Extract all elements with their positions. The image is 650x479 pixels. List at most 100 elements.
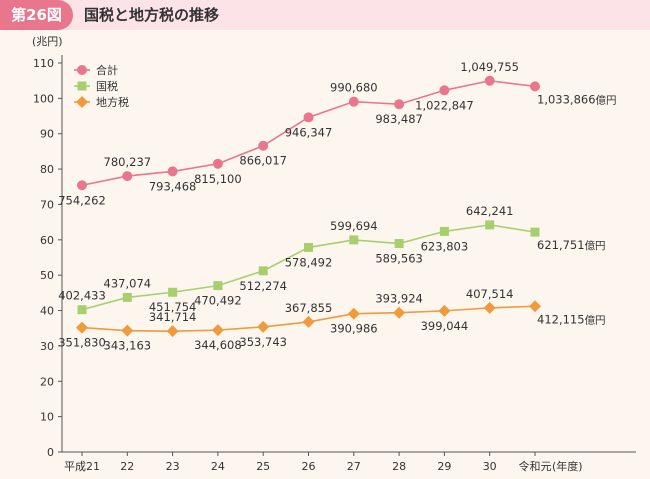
y-tick-label: 20 [40, 375, 54, 388]
legend-label-national-tax: 国税 [96, 79, 118, 93]
data-point-national-tax [304, 242, 313, 252]
data-point-national-tax [213, 281, 223, 291]
data-point-total [212, 158, 223, 169]
data-point-local-tax [302, 315, 315, 328]
x-tick-label: 24 [211, 460, 225, 473]
data-label-local-tax: 353,743 [239, 335, 287, 349]
data-label-local-tax: 390,986 [330, 322, 378, 336]
data-label-total: 1,049,755 [460, 60, 519, 74]
x-tick-label: 27 [347, 460, 361, 473]
figure-title: 国税と地方税の推移 [84, 6, 220, 24]
data-label-local-tax: 399,044 [421, 319, 469, 333]
x-tick-label: 29 [437, 460, 451, 473]
figure-header: 第26図 国税と地方税の推移 [0, 0, 650, 30]
data-label-national-tax: 451,754 [149, 300, 197, 314]
legend-label-total: 合計 [96, 63, 118, 77]
y-tick-label: 60 [40, 234, 54, 247]
data-label-total: 793,468 [149, 179, 197, 193]
data-label-total: 815,100 [194, 172, 242, 186]
y-tick-label: 90 [40, 128, 54, 141]
data-point-total [122, 171, 133, 182]
x-axis-unit-label: (年度) [552, 459, 583, 473]
data-label-total: 990,680 [330, 81, 378, 95]
data-label-national-tax: 623,803 [421, 239, 469, 253]
data-point-local-tax [347, 307, 360, 320]
data-point-national-tax [439, 226, 449, 236]
legend-marker-national-tax [77, 81, 87, 91]
y-tick-label: 30 [40, 340, 54, 353]
data-label-total: 946,347 [285, 125, 333, 139]
data-point-national-tax [122, 292, 132, 302]
data-point-local-tax [121, 324, 134, 337]
data-point-total [394, 99, 405, 110]
data-label-local-tax: 344,608 [194, 338, 242, 352]
data-point-national-tax [77, 305, 87, 315]
data-point-total [530, 81, 540, 92]
data-point-total [303, 112, 314, 123]
x-tick-label: 平成21 [64, 460, 100, 473]
data-label-local-tax: 343,163 [104, 339, 152, 353]
data-label-total: 983,487 [375, 112, 423, 126]
data-label-local-tax: 407,514 [466, 287, 514, 301]
x-tick-label: 28 [392, 460, 406, 473]
data-label-national-tax: 599,694 [330, 219, 378, 233]
data-label-unit: 億円 [596, 93, 617, 106]
y-tick-label: 100 [33, 92, 54, 105]
data-label-national-tax: 578,492 [285, 255, 333, 269]
data-label-national-tax: 512,274 [239, 279, 287, 293]
x-tick-label: 26 [302, 460, 316, 473]
data-point-local-tax [438, 304, 451, 317]
data-point-national-tax [258, 266, 268, 276]
y-tick-label: 40 [40, 305, 54, 318]
y-tick-label: 0 [47, 446, 54, 459]
y-tick-label: 80 [40, 163, 54, 176]
data-label-local-tax: 412,115億円 [537, 312, 606, 326]
y-tick-label: 10 [40, 411, 54, 424]
x-tick-label: 25 [256, 460, 270, 473]
data-point-local-tax [166, 325, 179, 338]
data-label-local-tax: 351,830 [58, 336, 106, 350]
data-label-national-tax: 437,074 [104, 276, 152, 290]
data-point-local-tax [393, 306, 406, 319]
data-point-local-tax [257, 320, 270, 333]
data-point-total [348, 96, 359, 107]
y-axis-unit-label: (兆円) [32, 35, 63, 48]
x-tick-label: 30 [483, 460, 497, 473]
data-point-national-tax [168, 287, 178, 297]
x-tick-label: 22 [120, 460, 134, 473]
x-tick-label: 令和元 [519, 459, 552, 473]
data-label-national-tax: 621,751億円 [537, 238, 606, 252]
data-label-national-tax: 402,433 [58, 289, 106, 303]
data-point-total [439, 85, 450, 96]
data-label-total: 1,022,847 [415, 98, 474, 112]
data-point-local-tax [483, 301, 496, 314]
data-label-unit: 億円 [585, 239, 606, 252]
data-point-national-tax [394, 239, 404, 249]
data-label-total: 780,237 [104, 155, 152, 169]
data-point-total [77, 180, 87, 191]
data-label-national-tax: 589,563 [375, 252, 423, 266]
data-point-national-tax [530, 227, 540, 237]
data-label-total: 754,262 [58, 193, 106, 207]
data-point-national-tax [349, 235, 359, 245]
data-label-local-tax: 341,714 [149, 310, 197, 324]
data-point-total [167, 166, 178, 177]
data-point-local-tax [76, 321, 88, 334]
y-tick-label: 70 [40, 198, 54, 211]
data-label-national-tax: 470,492 [194, 294, 242, 308]
data-label-national-tax: 642,241 [466, 204, 514, 218]
data-label-local-tax: 367,855 [285, 301, 333, 315]
legend-marker-total [77, 65, 87, 75]
legend-label-local-tax: 地方税 [96, 95, 129, 109]
y-tick-label: 50 [40, 269, 54, 282]
data-point-local-tax [211, 324, 224, 337]
data-label-total: 866,017 [239, 154, 287, 168]
data-point-local-tax [529, 300, 541, 313]
y-tick-label: 110 [33, 57, 54, 70]
data-point-national-tax [485, 220, 495, 230]
data-label-local-tax: 393,924 [375, 292, 423, 306]
figure-number-badge: 第26図 [0, 0, 73, 30]
x-tick-label: 23 [166, 460, 180, 473]
data-point-total [484, 75, 495, 86]
